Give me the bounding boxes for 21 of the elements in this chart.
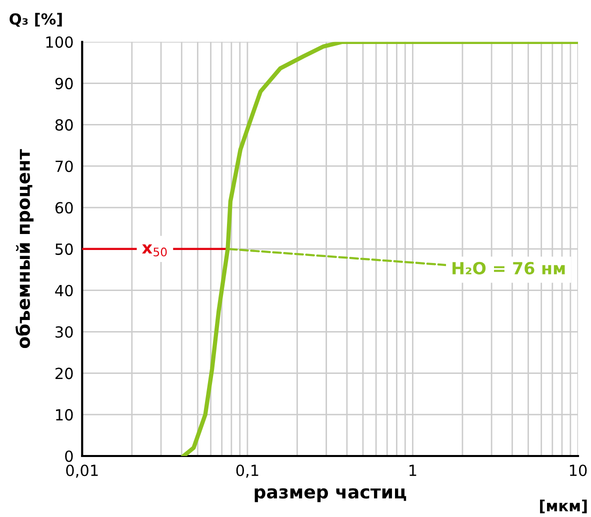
y-tick-label: 60 bbox=[55, 202, 73, 214]
y-tick-label: 40 bbox=[55, 284, 73, 296]
x-tick-label: 0,1 bbox=[236, 464, 258, 478]
y-tick-label: 100 bbox=[46, 36, 73, 48]
series-label: x$_{50}$ bbox=[142, 244, 167, 256]
y-tick-label: 50 bbox=[56, 243, 73, 255]
text: Q₃ [%] bbox=[10, 12, 62, 27]
y-tick-label: 70 bbox=[56, 160, 73, 172]
y-tick-label: 20 bbox=[55, 368, 73, 380]
x-tick-label: 0,01 bbox=[66, 464, 98, 478]
x-axis-title: размер частиц bbox=[254, 488, 406, 502]
y-tick-label: 90 bbox=[55, 78, 73, 90]
y-tick-label: 10 bbox=[56, 409, 73, 421]
y-tick-label: 80 bbox=[55, 119, 73, 131]
y-axis-title: объемный процент bbox=[15, 149, 34, 348]
x-tick-label: 10 bbox=[570, 464, 587, 476]
text: [мкм] bbox=[540, 500, 587, 514]
y-tick-label: 30 bbox=[56, 326, 73, 338]
x-tick-label: 1 bbox=[410, 464, 416, 476]
y-tick-label: 0 bbox=[65, 450, 73, 462]
annotation: H₂O = 76 нм bbox=[452, 262, 565, 274]
